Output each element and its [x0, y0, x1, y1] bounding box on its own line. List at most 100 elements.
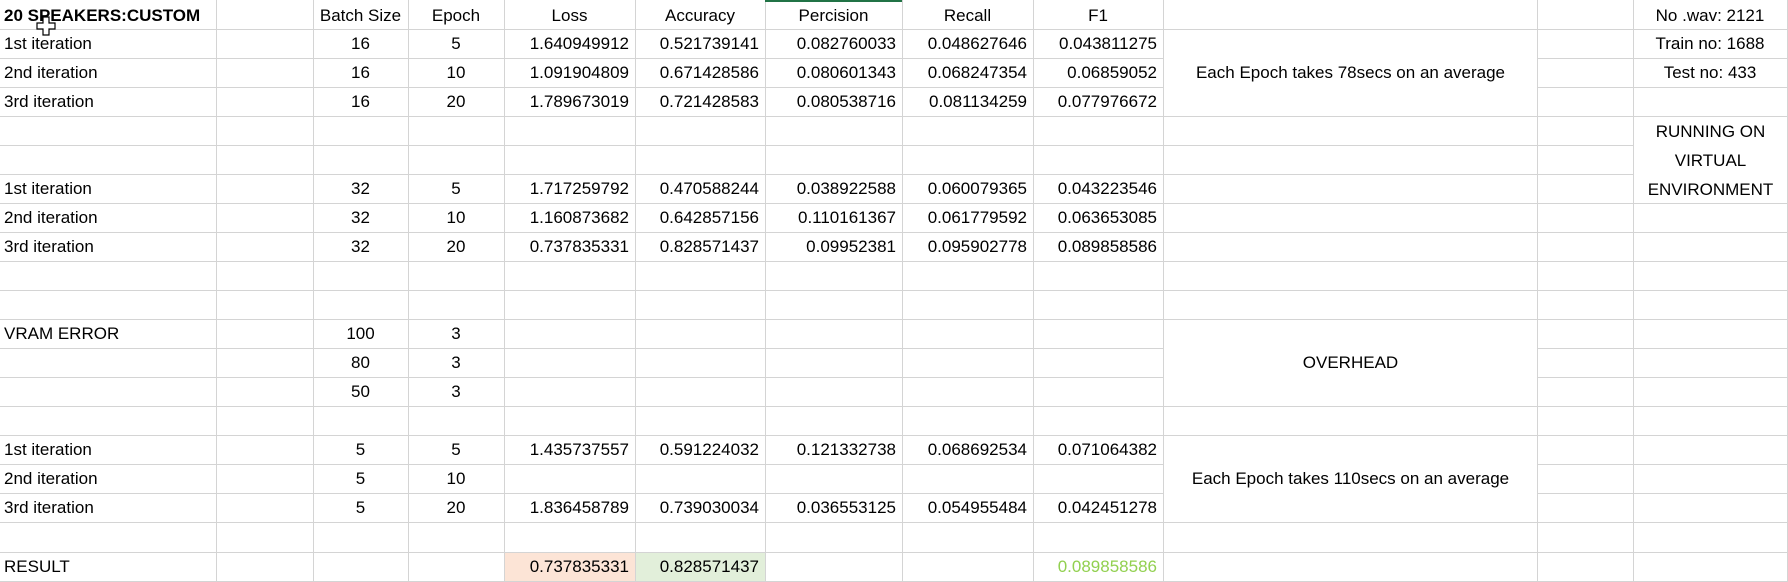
percision-cell[interactable]: 0.080538716 — [796, 92, 896, 111]
row-line — [0, 464, 1788, 465]
loss-cell[interactable]: 1.836458789 — [529, 498, 629, 517]
epoch-cell[interactable]: 20 — [446, 92, 466, 111]
recall-cell[interactable]: 0.068247354 — [927, 63, 1027, 82]
accuracy-cell[interactable]: 0.642857156 — [659, 208, 759, 227]
accuracy-cell[interactable]: 0.721428583 — [659, 92, 759, 111]
batch-size-cell[interactable]: 32 — [351, 208, 370, 227]
percision-cell[interactable]: 0.09952381 — [806, 237, 896, 256]
batch-size-cell[interactable]: 100 — [346, 324, 375, 343]
row-label[interactable]: 1st iteration — [4, 179, 92, 198]
header-percision[interactable]: Percision — [798, 6, 869, 25]
percision-cell[interactable]: 0.082760033 — [796, 34, 896, 53]
header-loss[interactable]: Loss — [551, 6, 588, 25]
test-count[interactable]: Test no: 433 — [1663, 63, 1757, 82]
overhead-note[interactable]: OVERHEAD — [1164, 320, 1537, 406]
percision-cell[interactable]: 0.080601343 — [796, 63, 896, 82]
accuracy-cell[interactable]: 0.739030034 — [659, 498, 759, 517]
epoch-cell[interactable]: 20 — [446, 498, 466, 517]
accuracy-cell[interactable]: 0.828571437 — [659, 237, 759, 256]
batch-size-cell[interactable]: 50 — [351, 382, 370, 401]
percision-cell[interactable]: 0.121332738 — [796, 440, 896, 459]
percision-cell[interactable]: 0.110161367 — [797, 208, 896, 227]
batch-size-cell[interactable]: 16 — [351, 92, 370, 111]
recall-cell[interactable]: 0.095902778 — [927, 237, 1027, 256]
header-accuracy[interactable]: Accuracy — [665, 6, 735, 25]
loss-cell[interactable]: 1.160873682 — [529, 208, 629, 227]
row-label[interactable]: 2nd iteration — [4, 469, 98, 488]
row-label[interactable]: VRAM ERROR — [4, 324, 120, 343]
f1-cell[interactable]: 0.042451278 — [1057, 498, 1157, 517]
accuracy-cell[interactable]: 0.521739141 — [659, 34, 759, 53]
batch-size-cell[interactable]: 32 — [351, 237, 370, 256]
recall-cell[interactable]: 0.068692534 — [927, 440, 1027, 459]
epoch-cell[interactable]: 5 — [451, 34, 461, 53]
epoch-cell[interactable]: 10 — [446, 208, 466, 227]
percision-cell[interactable]: 0.038922588 — [796, 179, 896, 198]
row-line — [0, 203, 1788, 204]
recall-cell[interactable]: 0.060079365 — [927, 179, 1027, 198]
batch-size-cell[interactable]: 16 — [351, 34, 370, 53]
recall-cell[interactable]: 0.061779592 — [927, 208, 1027, 227]
environment-note-line1: RUNNING ON — [1655, 121, 1766, 141]
row-label[interactable]: 3rd iteration — [4, 92, 94, 111]
col-line — [504, 0, 505, 582]
recall-cell[interactable]: 0.054955484 — [927, 498, 1027, 517]
train-count[interactable]: Train no: 1688 — [1655, 34, 1765, 53]
epoch-cell[interactable]: 3 — [451, 324, 461, 343]
accuracy-cell[interactable]: 0.470588244 — [659, 179, 759, 198]
header-batch-size[interactable]: Batch Size — [319, 6, 402, 25]
row-label[interactable]: 3rd iteration — [4, 498, 94, 517]
result-f1-cell[interactable]: 0.089858586 — [1057, 557, 1157, 576]
epoch-cell[interactable]: 3 — [451, 353, 461, 372]
loss-cell[interactable]: 1.640949912 — [529, 34, 629, 53]
result-label[interactable]: RESULT — [4, 557, 70, 576]
row-label[interactable]: 2nd iteration — [4, 208, 98, 227]
f1-cell[interactable]: 0.071064382 — [1057, 440, 1157, 459]
f1-cell[interactable]: 0.077976672 — [1057, 92, 1157, 111]
batch-size-cell[interactable]: 32 — [351, 179, 370, 198]
epoch-time-note-1[interactable]: Each Epoch takes 78secs on an average — [1164, 30, 1537, 116]
batch-size-cell[interactable]: 16 — [351, 63, 370, 82]
f1-cell[interactable]: 0.089858586 — [1057, 237, 1157, 256]
header-f1[interactable]: F1 — [1088, 6, 1108, 25]
row-label[interactable]: 1st iteration — [4, 34, 92, 53]
accuracy-cell[interactable]: 0.591224032 — [659, 440, 759, 459]
result-accuracy-cell[interactable]: 0.828571437 — [659, 557, 759, 576]
col-line — [1163, 0, 1164, 582]
loss-cell[interactable]: 0.737835331 — [529, 237, 629, 256]
epoch-cell[interactable]: 20 — [446, 237, 466, 256]
epoch-cell[interactable]: 3 — [451, 382, 461, 401]
recall-cell[interactable]: 0.081134259 — [928, 92, 1027, 111]
environment-note[interactable]: RUNNING ON VIRTUAL ENVIRONMENT — [1634, 117, 1787, 203]
wav-count[interactable]: No .wav: 2121 — [1655, 6, 1765, 25]
f1-cell[interactable]: 0.063653085 — [1057, 208, 1157, 227]
col-line — [1033, 0, 1034, 582]
epoch-time-note-2[interactable]: Each Epoch takes 110secs on an average — [1164, 436, 1537, 522]
f1-cell[interactable]: 0.06859052 — [1067, 63, 1157, 82]
epoch-cell[interactable]: 5 — [451, 179, 461, 198]
percision-cell[interactable]: 0.036553125 — [796, 498, 896, 517]
loss-cell[interactable]: 1.435737557 — [529, 440, 629, 459]
batch-size-cell[interactable]: 5 — [355, 440, 366, 459]
recall-cell[interactable]: 0.048627646 — [927, 34, 1027, 53]
batch-size-cell[interactable]: 5 — [355, 469, 366, 488]
batch-size-cell[interactable]: 80 — [351, 353, 370, 372]
header-epoch[interactable]: Epoch — [431, 6, 481, 25]
accuracy-cell[interactable]: 0.671428586 — [659, 63, 759, 82]
f1-cell[interactable]: 0.043223546 — [1057, 179, 1157, 198]
header-recall[interactable]: Recall — [943, 6, 992, 25]
loss-cell[interactable]: 1.091904809 — [529, 63, 629, 82]
loss-cell[interactable]: 1.789673019 — [529, 92, 629, 111]
row-label[interactable]: 3rd iteration — [4, 237, 94, 256]
result-loss-cell[interactable]: 0.737835331 — [529, 557, 629, 576]
f1-cell[interactable]: 0.043811275 — [1058, 34, 1157, 53]
batch-size-cell[interactable]: 5 — [355, 498, 366, 517]
epoch-cell[interactable]: 5 — [451, 440, 461, 459]
loss-cell[interactable]: 1.717259792 — [529, 179, 629, 198]
sheet-title[interactable]: 20 SPEAKERS:CUSTOM — [4, 6, 201, 25]
epoch-cell[interactable]: 10 — [446, 469, 466, 488]
row-label[interactable]: 1st iteration — [4, 440, 92, 459]
epoch-cell[interactable]: 10 — [446, 63, 466, 82]
row-label[interactable]: 2nd iteration — [4, 63, 98, 82]
